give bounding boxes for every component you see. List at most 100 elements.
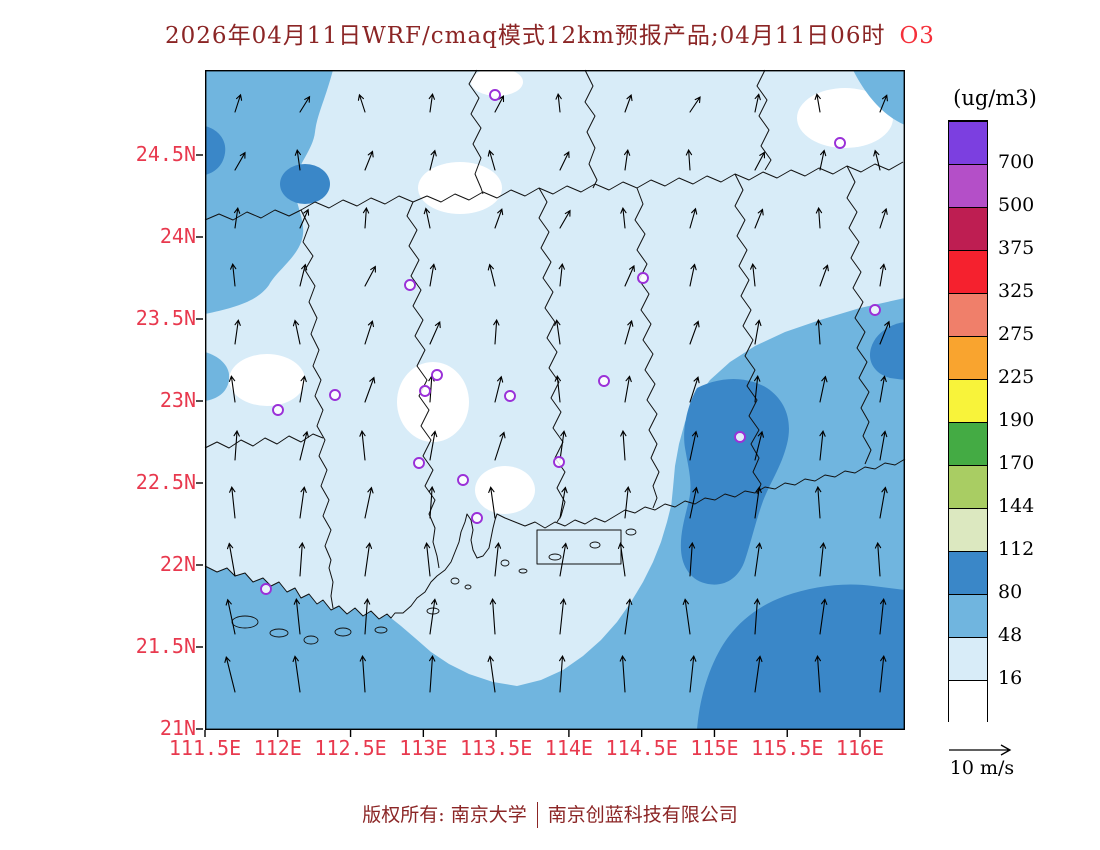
wind-arrow	[292, 655, 301, 693]
wind-arrow	[819, 264, 829, 287]
x-tick-label: 115E	[690, 736, 739, 760]
wind-arrow	[494, 95, 505, 113]
wind-arrow	[689, 207, 698, 229]
wind-arrow	[617, 542, 626, 577]
station-marker	[431, 369, 443, 381]
y-tick-label: 22.5N	[135, 470, 196, 494]
footer-copyright: 版权所有: 南京大学 南京创蓝科技有限公司	[0, 800, 1100, 828]
wind-arrow	[559, 486, 568, 519]
wind-arrow	[234, 93, 243, 113]
wind-arrow	[494, 208, 504, 229]
colorbar	[948, 120, 988, 723]
wind-arrow	[754, 93, 761, 113]
wind-arrow	[814, 93, 821, 113]
station-marker	[734, 431, 746, 443]
colorbar-tick-label: 225	[998, 366, 1035, 388]
station-marker	[869, 304, 881, 316]
colorbar-tick-label: 16	[998, 667, 1023, 689]
station-marker	[413, 457, 425, 469]
y-tick-label: 24.5N	[135, 142, 196, 166]
wind-arrow	[624, 375, 632, 403]
wind-arrow	[689, 486, 699, 519]
colorbar-cell	[949, 551, 987, 594]
y-tick-label: 23N	[159, 388, 196, 412]
wind-arrow	[359, 430, 366, 461]
footer-company: 南京创蓝科技有限公司	[547, 804, 738, 826]
wind-arrow	[879, 263, 887, 287]
wind-arrow	[879, 486, 888, 519]
colorbar-cell	[949, 680, 987, 723]
footer-owner: 版权所有: 南京大学	[362, 804, 527, 826]
wind-arrow	[689, 376, 700, 403]
wind-arrow	[558, 654, 566, 693]
station-marker	[553, 456, 565, 468]
colorbar-cell	[949, 508, 987, 551]
colorbar-cell	[949, 637, 987, 680]
wind-arrow	[879, 375, 887, 403]
wind-arrow	[294, 149, 302, 171]
wind-arrow	[819, 430, 826, 461]
page-title: 2026年04月11日WRF/cmaq模式12km预报产品;04月11日06时 O…	[0, 16, 1100, 50]
wind-arrow	[624, 94, 633, 113]
wind-arrow	[879, 655, 887, 693]
wind-arrow	[428, 485, 436, 519]
wind-arrow	[624, 486, 631, 519]
map-frame	[204, 69, 905, 730]
wind-arrow	[233, 429, 240, 461]
wind-arrow	[494, 542, 502, 577]
wind-arrow	[364, 150, 374, 171]
wind-arrow	[879, 207, 888, 229]
wind-arrow	[559, 150, 570, 171]
wind-arrow	[814, 654, 822, 693]
wind-arrow	[299, 95, 311, 113]
station-marker	[419, 385, 431, 397]
wind-arrows	[224, 92, 891, 693]
x-tick-label: 116E	[835, 736, 885, 760]
colorbar-unit-label: (ug/m3)	[953, 86, 1037, 110]
wind-arrow	[364, 376, 376, 403]
wind-arrow	[233, 207, 241, 229]
wind-arrow	[428, 93, 435, 113]
wind-arrow	[559, 598, 567, 635]
colorbar-tick-label: 48	[998, 624, 1023, 646]
wind-arrow	[494, 431, 506, 461]
wind-arrow	[750, 262, 757, 287]
forecast-map	[196, 68, 906, 737]
wind-arrow	[230, 262, 237, 287]
wind-arrow	[689, 263, 697, 287]
colorbar-cell	[949, 379, 987, 422]
station-marker	[457, 474, 469, 486]
station-marker	[834, 137, 846, 149]
wind-arrow	[754, 208, 764, 229]
wind-arrow	[754, 486, 762, 519]
colorbar-cell	[949, 336, 987, 379]
wind-arrow	[819, 542, 827, 577]
wind-arrow	[624, 598, 633, 635]
wind-arrow	[488, 486, 496, 519]
colorbar-tick-label: 275	[998, 323, 1035, 345]
axis-tick-marks	[196, 154, 861, 737]
wind-arrow	[359, 654, 367, 693]
wind-arrow	[754, 430, 764, 461]
wind-arrow	[234, 319, 241, 345]
wind-arrow	[815, 318, 822, 345]
wind-legend-arrow	[949, 744, 1012, 756]
x-tick-label: 111.5E	[168, 736, 242, 760]
wind-arrow	[494, 375, 504, 403]
y-tick-label: 21N	[159, 716, 196, 740]
wind-arrow	[879, 430, 888, 461]
wind-arrow	[299, 430, 309, 461]
wind-arrow	[682, 598, 691, 635]
wind-arrow	[754, 375, 761, 403]
wind-arrow	[362, 206, 370, 229]
wind-arrow	[879, 94, 888, 113]
wind-arrow	[234, 151, 246, 171]
wind-arrow	[493, 318, 500, 345]
x-tick-label: 114.5E	[605, 736, 678, 760]
wind-arrow	[228, 375, 236, 403]
wind-arrow	[819, 598, 828, 635]
wind-arrow	[873, 149, 881, 171]
wind-arrow	[429, 149, 437, 171]
x-tick-label: 112.5E	[314, 736, 387, 760]
wind-arrow	[814, 485, 822, 519]
